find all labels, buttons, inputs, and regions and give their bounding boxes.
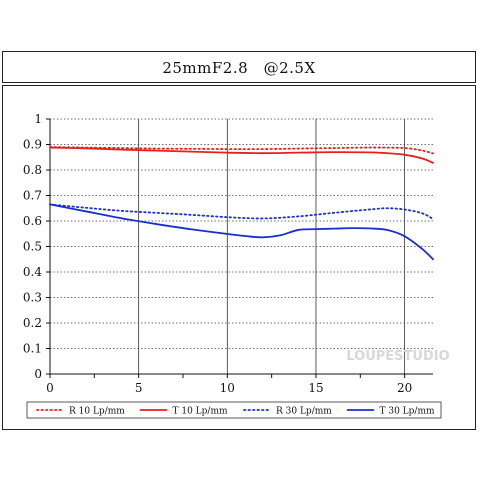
- y-tick-label: 0.2: [23, 316, 42, 330]
- y-tick-label: 0.7: [23, 189, 42, 203]
- x-tick-label: 10: [220, 381, 235, 395]
- y-tick-label: 1: [34, 112, 42, 126]
- y-tick-label: 0.9: [23, 138, 42, 152]
- mtf-chart: LOUPESTUDIO 0 0.1 0.2 0.3 0.4 0.5 0.6 0.7 0.8 0.9 1…: [23, 112, 450, 419]
- series-line-t-30-lp-mm: [49, 203, 434, 261]
- x-tick-label: 5: [135, 381, 143, 395]
- y-tick-label: 0.5: [23, 240, 42, 254]
- series-line-r-30-lp-mm: [49, 203, 434, 220]
- legend-box: [26, 401, 442, 419]
- y-tick-label: 0.8: [23, 163, 42, 177]
- y-tick-label: 0.3: [23, 291, 42, 305]
- series-line-r-10-lp-mm: [49, 146, 434, 155]
- legend-entry-label: T 30 Lp/mm: [380, 407, 435, 417]
- watermark-text: LOUPESTUDIO: [346, 349, 449, 364]
- legend-entry-label: R 30 Lp/mm: [276, 407, 332, 417]
- series-line-t-10-lp-mm: [49, 146, 434, 164]
- x-tick-label: 0: [46, 381, 54, 395]
- chart-title-box: 25mmF2.8 @2.5X: [2, 51, 476, 83]
- legend-entry-label: R 10 Lp/mm: [69, 407, 125, 417]
- y-tick-label: 0: [34, 367, 42, 381]
- legend-entry-label: T 10 Lp/mm: [173, 407, 228, 417]
- chart-frame: LOUPESTUDIO 0 0.1 0.2 0.3 0.4 0.5 0.6 0.7 0.8 0.9 1…: [2, 85, 476, 430]
- y-tick-label: 0.4: [23, 265, 42, 279]
- y-tick-label: 0.6: [23, 214, 42, 228]
- x-tick-label: 15: [308, 381, 323, 395]
- chart-title: 25mmF2.8 @2.5X: [162, 58, 316, 77]
- y-tick-label: 0.1: [23, 342, 42, 356]
- x-tick-label: 20: [397, 381, 412, 395]
